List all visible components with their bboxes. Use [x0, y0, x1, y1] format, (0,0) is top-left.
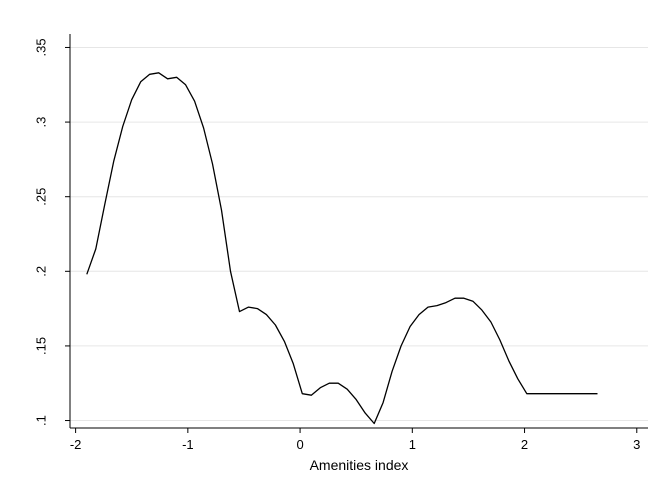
data-point — [284, 341, 285, 342]
y-tick-label-3: .25 — [33, 188, 48, 206]
data-point — [122, 126, 123, 127]
data-point — [347, 389, 348, 390]
data-point — [508, 360, 509, 361]
data-point — [320, 387, 321, 388]
data-point — [463, 298, 464, 299]
x-tick-label-2: 0 — [296, 437, 303, 452]
data-point — [589, 393, 590, 394]
data-point — [409, 326, 410, 327]
x-tick-label-4: 2 — [521, 437, 528, 452]
gridlines — [70, 46, 648, 422]
x-axis-title: Amenities index — [310, 457, 409, 473]
data-point — [571, 393, 572, 394]
data-point — [167, 78, 168, 79]
data-point — [544, 393, 545, 394]
data-point — [140, 81, 141, 82]
y-tick-label-5: .35 — [33, 38, 48, 56]
x-tick-label-1: -1 — [182, 437, 194, 452]
data-point — [418, 314, 419, 315]
data-point — [311, 395, 312, 396]
data-point — [113, 160, 114, 161]
data-point — [86, 274, 87, 275]
data-point — [212, 163, 213, 164]
data-point — [374, 423, 375, 424]
data-point — [535, 393, 536, 394]
x-tick-label-0: -2 — [70, 437, 82, 452]
data-point — [95, 248, 96, 249]
data-point — [553, 393, 554, 394]
data-point — [472, 301, 473, 302]
data-point — [445, 302, 446, 303]
data-point — [436, 305, 437, 306]
data-point — [266, 314, 267, 315]
data-point — [239, 311, 240, 312]
data-point — [275, 324, 276, 325]
data-point — [221, 210, 222, 211]
data-point — [185, 84, 186, 85]
data-point — [158, 72, 159, 73]
data-point — [356, 399, 357, 400]
data-point — [392, 371, 393, 372]
x-tick-label-3: 1 — [409, 437, 416, 452]
y-tick-label-0: .1 — [33, 415, 48, 426]
data-point — [490, 321, 491, 322]
data-point — [562, 393, 563, 394]
data-point — [400, 345, 401, 346]
data-point — [194, 101, 195, 102]
data-point — [383, 402, 384, 403]
data-point — [597, 393, 598, 394]
data-point — [131, 99, 132, 100]
data-point — [149, 74, 150, 75]
axes: .1 .15 .2 .25 .3 .35 -2 -1 0 1 2 3 — [33, 34, 648, 452]
series-line-0 — [86, 72, 598, 425]
data-point — [580, 393, 581, 394]
data-point — [517, 378, 518, 379]
data-point — [104, 204, 105, 205]
data-point — [257, 308, 258, 309]
y-tick-label-4: .3 — [33, 117, 48, 128]
x-tick-label-5: 3 — [633, 437, 640, 452]
series-lines — [86, 72, 598, 425]
data-point — [302, 393, 303, 394]
data-point — [230, 271, 231, 272]
data-point — [248, 307, 249, 308]
data-point — [454, 298, 455, 299]
data-point — [338, 383, 339, 384]
data-point — [481, 310, 482, 311]
data-point — [203, 127, 204, 128]
data-point — [329, 383, 330, 384]
data-point — [293, 363, 294, 364]
data-point — [499, 339, 500, 340]
data-point — [365, 412, 366, 413]
y-tick-label-1: .15 — [33, 337, 48, 355]
data-point — [526, 393, 527, 394]
y-tick-label-2: .2 — [33, 266, 48, 277]
data-point — [176, 77, 177, 78]
data-point — [427, 307, 428, 308]
